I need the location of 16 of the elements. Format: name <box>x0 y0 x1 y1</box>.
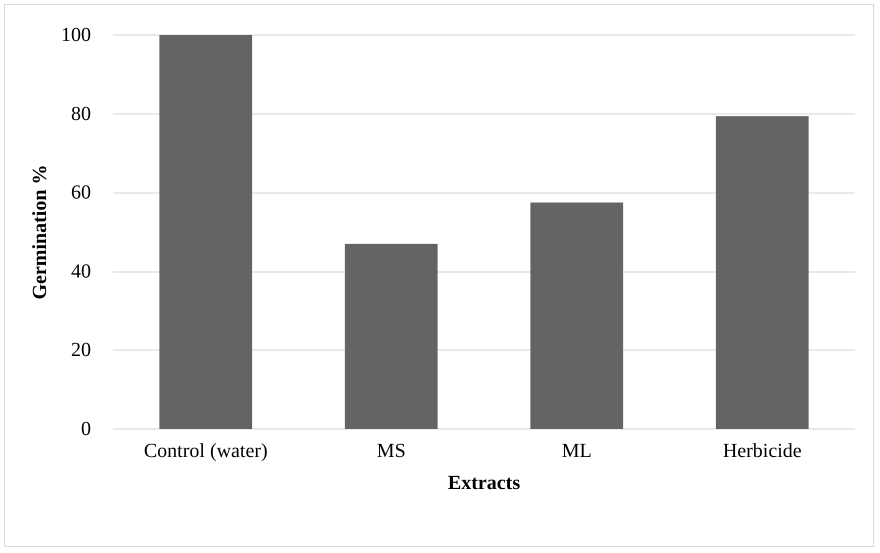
x-tick-label: Control (water) <box>144 440 268 462</box>
bar <box>159 35 252 429</box>
x-tick-label: ML <box>562 440 592 462</box>
x-axis-title: Extracts <box>448 472 520 494</box>
y-tick-label: 0 <box>81 418 91 440</box>
x-tick-label: Herbicide <box>722 440 802 462</box>
y-tick-label: 60 <box>71 182 91 204</box>
y-tick-label: 40 <box>71 260 91 282</box>
bar <box>530 202 624 429</box>
bar <box>344 244 438 429</box>
y-tick-label: 80 <box>71 102 91 125</box>
y-axis-title: Germination % <box>29 164 52 300</box>
x-tick-label: MS <box>376 440 406 462</box>
y-tick-label: 100 <box>61 24 91 46</box>
bar <box>716 116 809 429</box>
y-tick-label: 20 <box>71 339 91 362</box>
